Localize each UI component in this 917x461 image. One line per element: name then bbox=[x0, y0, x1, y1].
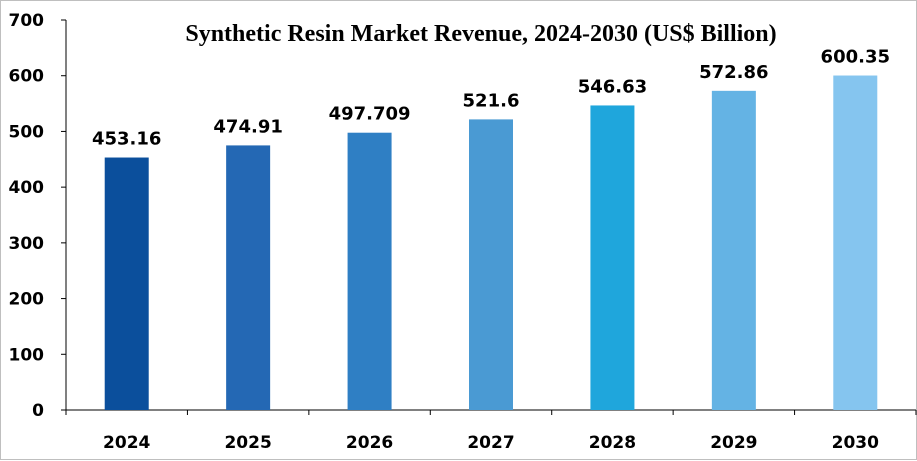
data-labels-group: 453.16 474.91 497.709 521.6 546.63 572.86 600.… bbox=[92, 47, 890, 150]
y-tick-label: 0 bbox=[32, 401, 44, 421]
y-axis-ticks: 0 100 200 300 400 500 600 700 bbox=[9, 11, 66, 421]
bar-2030 bbox=[833, 75, 878, 410]
y-tick-label: 300 bbox=[9, 234, 45, 254]
x-tick-label-2024: 2024 bbox=[103, 433, 150, 453]
x-tick-label-2029: 2029 bbox=[710, 433, 757, 453]
y-tick-label: 100 bbox=[9, 345, 45, 365]
y-tick-label: 400 bbox=[9, 178, 45, 198]
y-tick-label: 700 bbox=[9, 11, 45, 31]
data-label-2025: 474.91 bbox=[213, 116, 282, 137]
y-tick-label: 500 bbox=[9, 122, 45, 142]
bar-2029 bbox=[711, 90, 756, 410]
data-label-2026: 497.709 bbox=[329, 104, 411, 125]
x-axis-ticks: 2024 2025 2026 2027 2028 2029 2030 bbox=[65, 410, 917, 453]
bar-2026 bbox=[347, 132, 392, 410]
bar-2025 bbox=[226, 145, 271, 410]
data-label-2024: 453.16 bbox=[92, 129, 161, 150]
x-tick-label-2025: 2025 bbox=[224, 433, 271, 453]
y-tick-label: 200 bbox=[9, 290, 45, 310]
bar-2024 bbox=[104, 157, 149, 410]
x-tick-label-2028: 2028 bbox=[589, 433, 636, 453]
data-label-2030: 600.35 bbox=[821, 47, 890, 68]
data-label-2027: 521.6 bbox=[463, 90, 520, 111]
y-tick-label: 600 bbox=[9, 67, 45, 87]
bars-group bbox=[104, 75, 878, 410]
bar-2028 bbox=[590, 105, 635, 410]
chart-title: Synthetic Resin Market Revenue, 2024-203… bbox=[185, 21, 776, 47]
data-label-2028: 546.63 bbox=[578, 76, 647, 97]
bar-2027 bbox=[469, 119, 513, 410]
x-tick-label-2026: 2026 bbox=[346, 433, 393, 453]
data-label-2029: 572.86 bbox=[699, 62, 768, 83]
x-tick-label-2027: 2027 bbox=[467, 433, 514, 453]
x-tick-label-2030: 2030 bbox=[832, 433, 879, 453]
